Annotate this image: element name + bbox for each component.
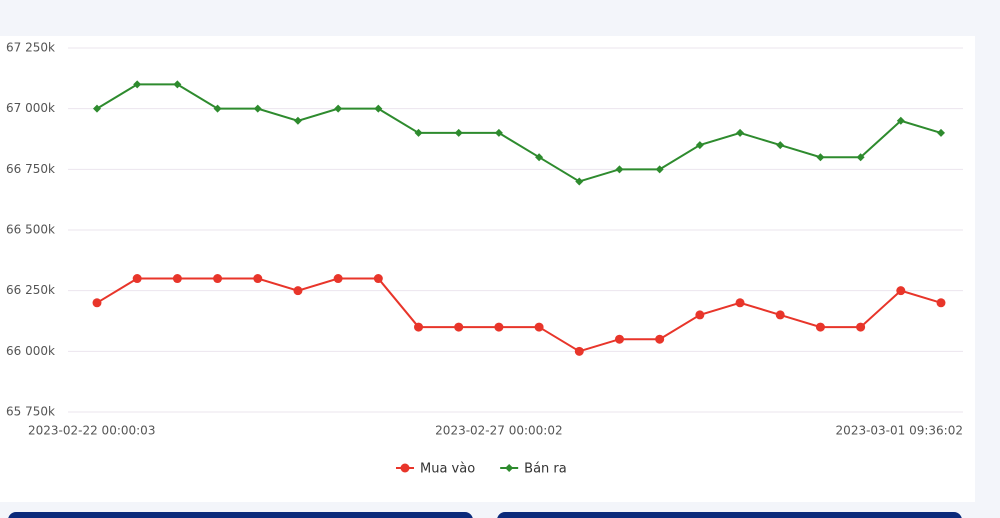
marker — [856, 322, 866, 332]
marker — [173, 80, 182, 89]
marker — [695, 141, 704, 150]
y-tick-label: 67 250k — [6, 41, 55, 55]
marker — [454, 128, 463, 137]
marker — [856, 153, 865, 162]
marker — [172, 274, 182, 284]
legend-label: Bán ra — [524, 462, 567, 477]
x-tick-label: 2023-02-22 00:00:03 — [28, 424, 155, 438]
marker — [936, 298, 946, 308]
marker — [494, 128, 503, 137]
y-tick-label: 67 000k — [6, 101, 55, 115]
marker — [574, 346, 584, 356]
marker — [373, 274, 383, 284]
marker — [614, 334, 624, 344]
marker — [575, 177, 584, 186]
marker — [615, 165, 624, 174]
y-tick-label: 66 750k — [6, 162, 55, 176]
series-line — [96, 83, 942, 183]
marker — [534, 322, 544, 332]
legend-marker — [505, 464, 514, 472]
marker — [92, 298, 102, 308]
legend-label: Mua vào — [420, 462, 475, 477]
y-tick-label: 66 000k — [6, 344, 55, 358]
marker — [815, 322, 825, 332]
marker — [132, 274, 142, 284]
marker — [655, 334, 665, 344]
y-tick-label: 66 250k — [6, 283, 55, 297]
marker — [93, 104, 101, 113]
marker — [776, 141, 785, 150]
x-tick-label: 2023-02-27 00:00:02 — [435, 424, 562, 438]
marker — [374, 104, 383, 113]
card — [8, 512, 473, 518]
marker — [253, 104, 262, 113]
marker — [333, 274, 343, 284]
y-tick-label: 66 500k — [6, 223, 55, 237]
marker — [535, 153, 544, 162]
marker — [896, 116, 905, 125]
marker — [213, 274, 223, 284]
card — [497, 512, 962, 518]
marker — [736, 128, 745, 137]
marker — [334, 104, 343, 113]
marker — [414, 322, 424, 332]
marker — [735, 298, 745, 308]
x-tick-label: 2023-03-01 09:36:02 — [836, 424, 963, 438]
y-tick-label: 65 750k — [6, 405, 55, 419]
marker — [816, 153, 825, 162]
marker — [213, 104, 222, 113]
marker — [454, 322, 464, 332]
marker — [775, 310, 785, 320]
marker — [253, 274, 263, 284]
marker — [293, 286, 303, 296]
marker — [937, 128, 945, 137]
marker — [655, 165, 664, 174]
series-line — [96, 277, 942, 353]
marker — [695, 310, 705, 320]
marker — [896, 286, 906, 296]
marker — [293, 116, 302, 125]
legend-marker — [400, 463, 410, 473]
panel — [0, 36, 975, 502]
marker — [414, 128, 423, 137]
marker — [494, 322, 504, 332]
marker — [133, 80, 142, 89]
